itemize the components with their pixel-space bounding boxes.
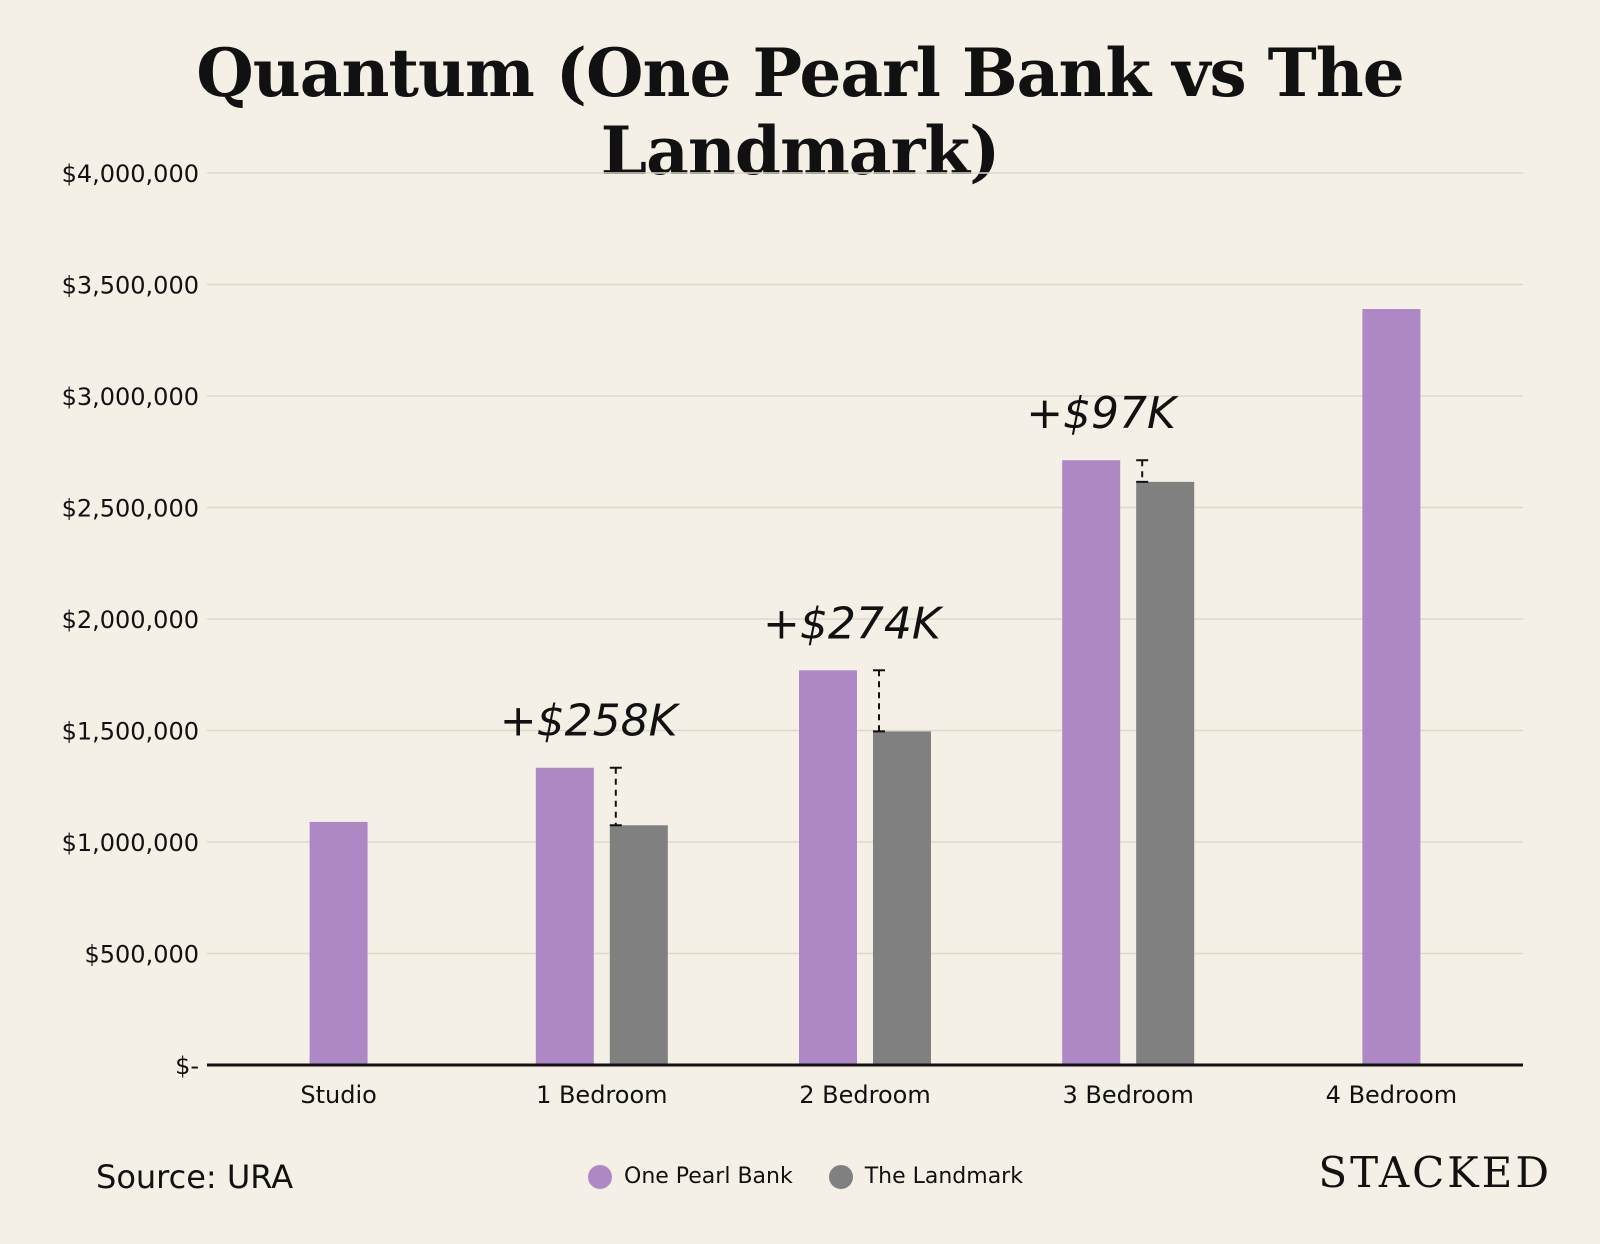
x-tick-label: 2 Bedroom xyxy=(799,1081,930,1109)
bar-one-pearl-bank-3-bedroom xyxy=(1062,460,1121,1065)
legend: One Pearl Bank The Landmark xyxy=(588,1164,1059,1189)
gridlines xyxy=(207,172,1523,955)
legend-label-one-pearl-bank: One Pearl Bank xyxy=(624,1164,793,1189)
x-tick-label: 3 Bedroom xyxy=(1062,1081,1193,1109)
legend-label-the-landmark: The Landmark xyxy=(864,1164,1023,1189)
legend-item-the-landmark: The Landmark xyxy=(828,1164,1023,1189)
difference-label: +$97K xyxy=(1026,388,1179,439)
bar-the-landmark-2-bedroom xyxy=(873,731,931,1065)
bar-one-pearl-bank-4-bedroom xyxy=(1362,309,1421,1065)
bar-one-pearl-bank-1-bedroom xyxy=(535,767,594,1065)
bars xyxy=(309,309,1421,1066)
y-tick-label: $1,500,000 xyxy=(62,718,199,746)
difference-label: +$274K xyxy=(763,598,944,649)
x-tick-label: Studio xyxy=(300,1081,376,1109)
source-note: Source: URA xyxy=(96,1158,294,1196)
y-tick-label: $- xyxy=(175,1052,199,1080)
bar-one-pearl-bank-studio xyxy=(309,821,368,1065)
y-tick-label: $4,000,000 xyxy=(62,160,199,188)
difference-annotations: +$258K +$274K +$97K xyxy=(500,388,1179,827)
legend-swatch-the-landmark xyxy=(828,1164,853,1189)
y-tick-label: $1,000,000 xyxy=(62,829,199,857)
bar-the-landmark-1-bedroom xyxy=(609,825,668,1065)
chart-title: Quantum (One Pearl Bank vs The Landmark) xyxy=(196,34,1404,190)
y-tick-label: $500,000 xyxy=(84,941,199,969)
difference-label: +$258K xyxy=(500,696,681,747)
y-tick-label: $2,500,000 xyxy=(62,495,199,523)
x-axis: Studio 1 Bedroom 2 Bedroom 3 Bedroom 4 Bedro… xyxy=(300,1081,1457,1109)
brand-logo: STACKED xyxy=(1318,1148,1552,1197)
x-tick-label: 4 Bedroom xyxy=(1326,1081,1457,1109)
legend-item-one-pearl-bank: One Pearl Bank xyxy=(588,1164,793,1189)
y-tick-label: $3,000,000 xyxy=(62,383,199,411)
y-tick-label: $3,500,000 xyxy=(62,272,199,300)
y-axis: $- $500,000 $1,000,000 $1,500,000 $2,000,000… xyxy=(62,160,199,1080)
y-tick-label: $2,000,000 xyxy=(62,606,199,634)
x-tick-label: 1 Bedroom xyxy=(536,1081,667,1109)
bar-the-landmark-3-bedroom xyxy=(1136,481,1195,1066)
legend-swatch-one-pearl-bank xyxy=(588,1164,612,1189)
bar-one-pearl-bank-2-bedroom xyxy=(799,670,857,1065)
